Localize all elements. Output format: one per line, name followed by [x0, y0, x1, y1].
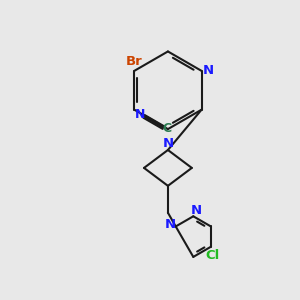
Text: N: N: [191, 204, 202, 218]
Text: Br: Br: [125, 56, 142, 68]
Text: Cl: Cl: [205, 249, 220, 262]
Text: N: N: [162, 137, 173, 150]
Text: C: C: [163, 122, 172, 135]
Text: N: N: [165, 218, 176, 231]
Text: N: N: [135, 108, 146, 122]
Text: N: N: [202, 64, 214, 77]
